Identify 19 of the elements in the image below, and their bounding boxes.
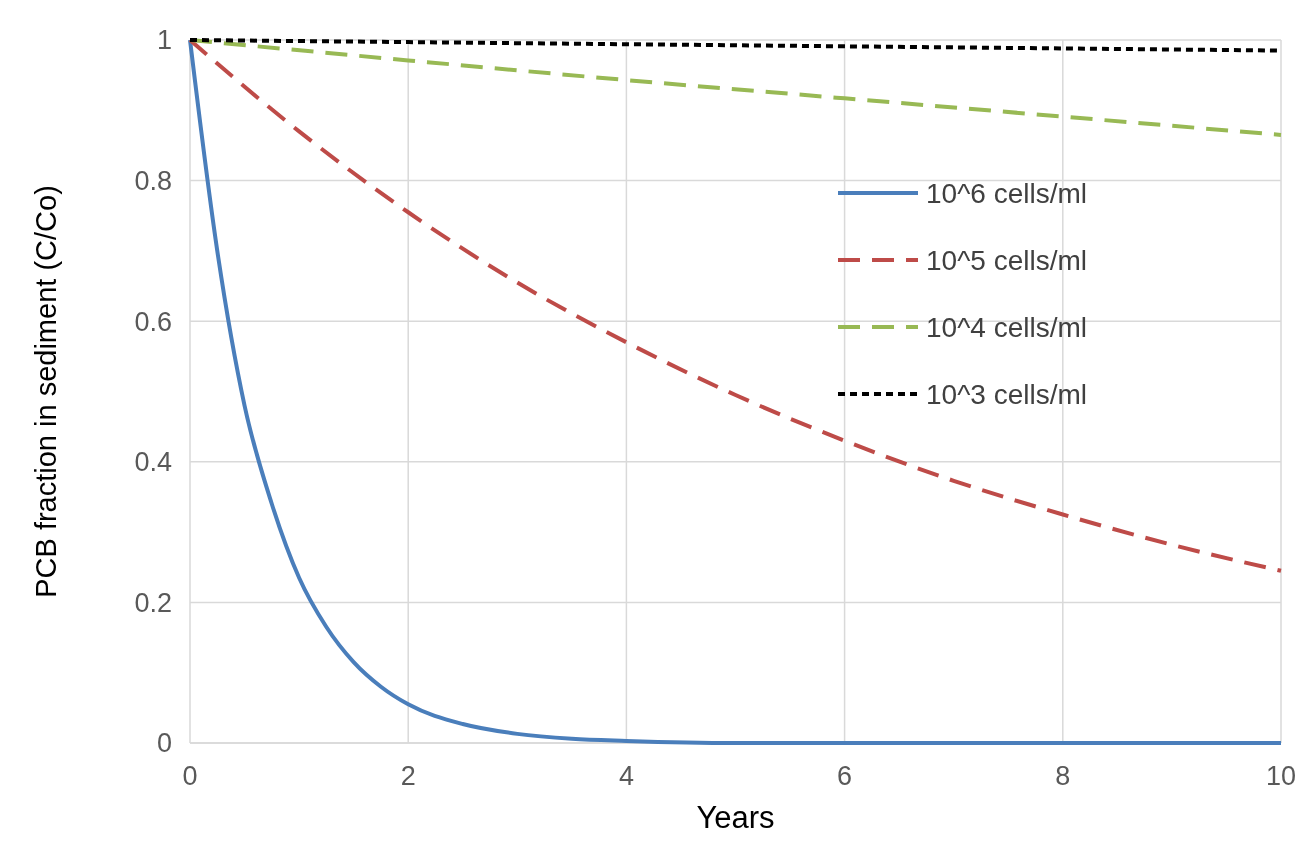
y-tick-label: 0.4 (134, 447, 172, 478)
y-tick-label: 0.8 (134, 166, 172, 197)
x-tick-label: 0 (182, 761, 198, 791)
y-axis-title: PCB fraction in sediment (C/Co) (30, 185, 62, 598)
y-tick-label: 0 (156, 728, 172, 759)
legend-label: 10^6 cells/ml (926, 177, 1087, 209)
x-tick-label: 8 (1055, 761, 1071, 791)
y-tick-label: 0.2 (134, 587, 172, 618)
legend-label: 10^5 cells/ml (926, 244, 1087, 276)
legend-label: 10^3 cells/ml (926, 378, 1087, 410)
y-tick-label: 0.6 (134, 306, 172, 337)
y-tick-label: 1 (156, 25, 172, 56)
x-tick-label: 6 (837, 761, 853, 791)
legend-label: 10^4 cells/ml (926, 311, 1087, 343)
x-axis-title: Years (696, 800, 775, 835)
x-tick-label: 2 (400, 761, 416, 791)
x-tick-label: 10 (1265, 761, 1297, 791)
x-tick-label: 4 (618, 761, 634, 791)
line-series (188, 38, 1283, 745)
